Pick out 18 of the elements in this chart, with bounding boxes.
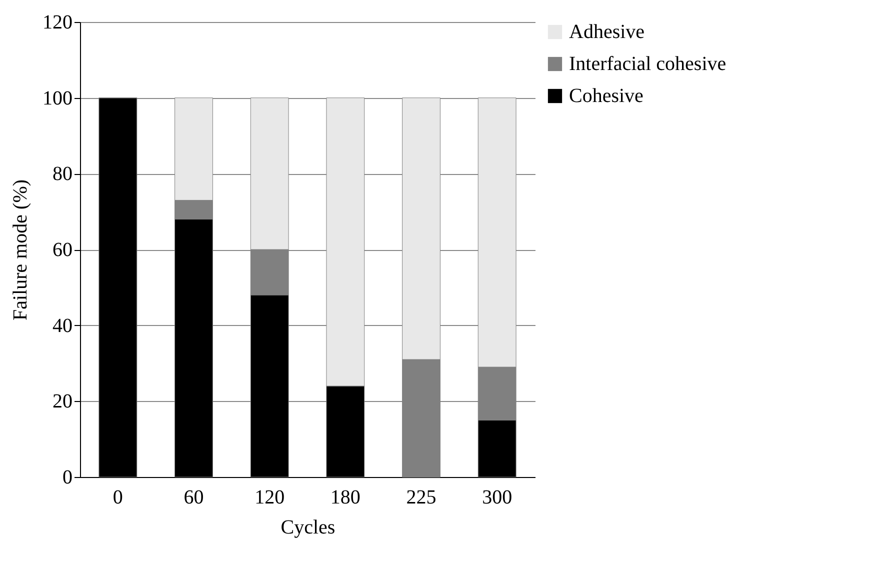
legend-label: Adhesive — [569, 21, 645, 43]
legend-label: Interfacial cohesive — [569, 53, 726, 75]
x-axis-title: Cycles — [280, 516, 336, 538]
y-tick-label: 0 — [62, 466, 72, 488]
y-tick-label: 40 — [52, 314, 72, 337]
x-tick-label: 120 — [254, 486, 285, 508]
x-tick-label: 300 — [482, 486, 512, 508]
y-tick-label: 80 — [52, 163, 72, 186]
y-tick-label: 100 — [42, 87, 72, 110]
y-tick-label: 60 — [52, 239, 72, 261]
x-tick-label: 180 — [330, 486, 360, 508]
y-tick-label: 120 — [42, 12, 72, 34]
legend-label: Cohesive — [569, 85, 644, 107]
x-tick-label: 225 — [406, 486, 436, 508]
y-tick-label: 20 — [52, 390, 72, 413]
x-tick-label: 0 — [112, 486, 123, 508]
y-axis-title: Failure mode (%) — [10, 179, 32, 321]
x-tick-label: 60 — [184, 486, 204, 508]
